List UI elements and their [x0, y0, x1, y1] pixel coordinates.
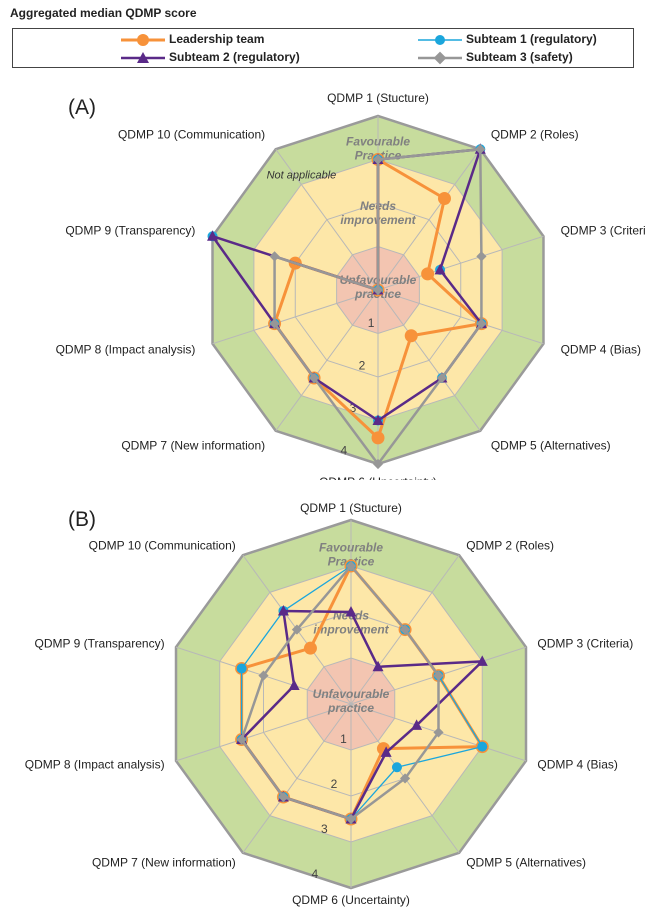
data-point: [399, 624, 411, 635]
legend-marker-subteam1: [418, 34, 462, 45]
data-point: [477, 741, 488, 752]
category-label: QDMP 7 (New information): [121, 438, 265, 452]
data-point: [372, 284, 384, 296]
legend-item-subteam3: Subteam 3 (safety): [418, 50, 573, 65]
legend-dot: [433, 51, 447, 65]
category-label: QDMP 9 (Transparency): [65, 224, 195, 238]
data-point: [269, 318, 280, 329]
data-point: [404, 329, 418, 343]
data-point: [269, 251, 280, 262]
data-point: [476, 318, 487, 329]
grid-spoke: [175, 703, 352, 762]
radial-tick-label: 4: [311, 867, 318, 881]
data-point: [258, 670, 269, 681]
radar-chart-b: 1234FavourablePracticeNeedsimprovementUn…: [25, 501, 633, 907]
legend-item-leadership: Leadership team: [121, 32, 264, 47]
data-point: [291, 624, 303, 635]
grid-spoke: [275, 289, 379, 432]
legend-dot: [137, 33, 149, 46]
legend-label: Subteam 2 (regulatory): [169, 50, 300, 64]
legend-item-subteam2: Subteam 2 (regulatory): [121, 50, 300, 65]
data-point: [437, 192, 451, 206]
radial-tick-label: 1: [340, 732, 347, 746]
legend-label: Subteam 1 (regulatory): [466, 32, 597, 46]
radial-tick-label: 3: [350, 401, 357, 415]
category-label: QDMP 5 (Alternatives): [491, 438, 611, 452]
category-label: QDMP 3 (Criteria): [561, 224, 646, 238]
data-point: [436, 372, 448, 384]
data-point: [308, 372, 320, 384]
data-point: [278, 791, 289, 803]
category-label: QDMP 7 (New information): [92, 856, 236, 870]
grid-spoke: [275, 148, 379, 291]
radar-chart-a: 1234FavourablePracticeNeedsimprovementUn…: [56, 91, 646, 480]
data-point: [345, 813, 357, 825]
data-point: [236, 663, 247, 674]
legend-label: Leadership team: [169, 32, 265, 46]
legend-marker-subteam2: [121, 51, 165, 63]
data-point: [277, 604, 289, 616]
panel-label-a: (A): [68, 96, 96, 119]
category-label: QDMP 4 (Bias): [537, 758, 617, 772]
not-applicable-label: Not applicable: [267, 170, 337, 182]
data-point: [372, 660, 384, 672]
data-point: [288, 679, 300, 691]
category-label: QDMP 2 (Roles): [491, 128, 579, 142]
grid-spoke: [212, 289, 379, 345]
legend-label: Subteam 3 (safety): [466, 50, 573, 64]
data-point: [236, 734, 247, 745]
data-point: [345, 606, 357, 617]
radial-tick-label: 4: [341, 443, 348, 457]
data-point: [391, 762, 402, 773]
data-point: [421, 267, 435, 281]
category-label: QDMP 1 (Stucture): [300, 501, 402, 515]
category-label: QDMP 3 (Criteria): [537, 636, 633, 650]
radial-tick-label: 2: [359, 358, 366, 372]
grid-spoke: [377, 289, 481, 432]
radial-tick-label: 3: [321, 822, 328, 836]
category-label: QDMP 10 (Communication): [118, 128, 265, 142]
category-label: QDMP 8 (Impact analysis): [25, 758, 165, 772]
data-point: [476, 251, 487, 262]
data-point: [380, 746, 392, 757]
data-point: [372, 414, 384, 425]
grid-spoke: [377, 148, 481, 291]
legend-marker-leadership: [121, 33, 165, 46]
figure-title: Aggregated median QDMP score: [10, 6, 197, 20]
data-point: [207, 230, 219, 241]
grid-spoke: [242, 703, 352, 854]
data-point: [303, 641, 317, 655]
category-label: QDMP 8 (Impact analysis): [56, 342, 196, 356]
data-point: [371, 431, 385, 445]
legend-marker-subteam3: [418, 51, 462, 65]
data-point: [411, 719, 423, 730]
category-label: QDMP 6 (Uncertainty): [292, 893, 410, 907]
legend-dot: [435, 34, 445, 45]
radial-tick-label: 2: [331, 777, 338, 791]
grid-spoke: [377, 235, 544, 291]
category-label: QDMP 4 (Bias): [561, 342, 641, 356]
category-label: QDMP 10 (Communication): [89, 538, 236, 552]
category-label: QDMP 1 (Stucture): [327, 91, 429, 105]
data-point: [433, 670, 444, 681]
category-label: QDMP 9 (Transparency): [35, 636, 165, 650]
data-point: [434, 263, 446, 275]
radial-tick-label: 1: [368, 316, 375, 330]
grid-spoke: [377, 289, 544, 345]
category-label: QDMP 5 (Alternatives): [466, 856, 586, 870]
category-label: QDMP 6 (Uncertainty): [319, 475, 437, 480]
data-point: [372, 458, 384, 470]
legend-item-subteam1: Subteam 1 (regulatory): [418, 32, 597, 47]
legend-dot: [137, 51, 149, 63]
category-label: QDMP 2 (Roles): [466, 538, 554, 552]
panel-label-b: (B): [68, 508, 96, 531]
legend: Leadership team Subteam 1 (regulatory) S…: [12, 28, 634, 68]
data-point: [476, 655, 488, 666]
